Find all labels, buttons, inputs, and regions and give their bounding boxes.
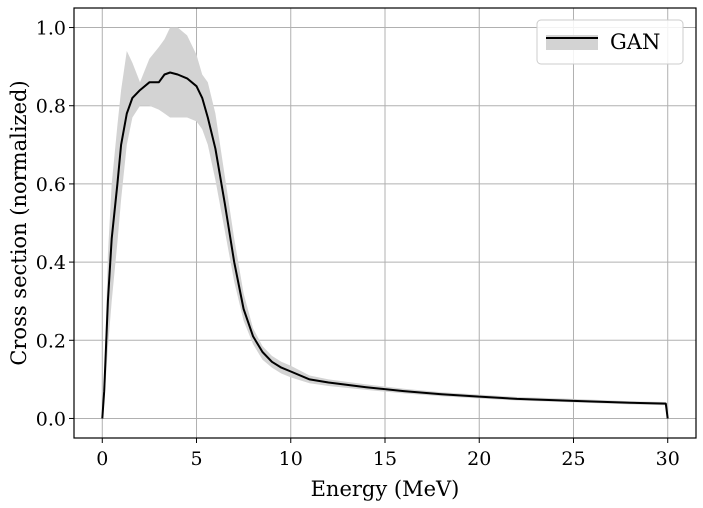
x-axis-label: Energy (MeV)	[311, 477, 460, 501]
band-gan	[102, 27, 668, 419]
y-axis-ticks: 0.0 0.2 0.4 0.6 0.8 1.0	[36, 18, 74, 430]
y-tick-label: 0.6	[36, 174, 66, 196]
x-tick-label: 10	[279, 448, 303, 470]
x-tick-label: 20	[467, 448, 491, 470]
line-gan	[101, 71, 669, 419]
x-tick-label: 25	[561, 448, 585, 470]
x-tick-label: 15	[373, 448, 397, 470]
uncertainty-band	[102, 27, 668, 419]
y-axis-label: Cross section (normalized)	[7, 80, 31, 365]
y-tick-label: 0.0	[36, 408, 66, 430]
legend-box	[536, 19, 684, 65]
y-tick-label: 1.0	[36, 18, 66, 40]
legend: GAN	[536, 19, 684, 65]
x-axis-ticks: 0 5 10 15 20 25 30	[96, 438, 680, 470]
x-tick-label: 0	[96, 448, 108, 470]
x-tick-label: 5	[190, 448, 202, 470]
y-tick-label: 0.4	[36, 252, 66, 274]
y-tick-label: 0.2	[36, 330, 66, 352]
y-tick-label: 0.8	[36, 96, 66, 118]
x-tick-label: 30	[656, 448, 680, 470]
legend-label-gan: GAN	[610, 30, 660, 54]
series-lines	[101, 71, 669, 419]
